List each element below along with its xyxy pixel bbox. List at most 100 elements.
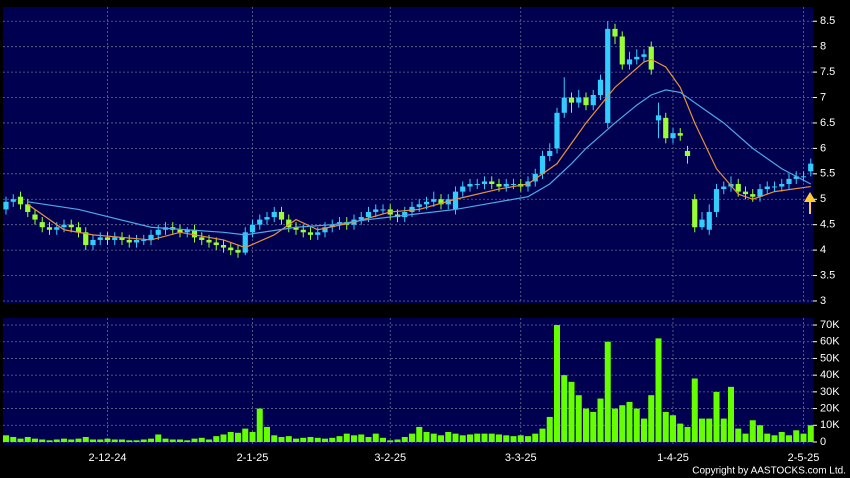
candle-body (692, 199, 698, 228)
candle-body (590, 94, 596, 106)
candle-body (126, 239, 132, 243)
candle-body (503, 183, 509, 187)
volume-bar (140, 439, 147, 442)
volume-bar (612, 408, 618, 442)
y-tick-label: 50K (820, 352, 840, 364)
volume-bar (655, 338, 662, 442)
volume-bar (409, 433, 415, 442)
y-tick-label: 60K (820, 336, 840, 348)
volume-bar (184, 440, 191, 442)
volume-bar (3, 435, 9, 442)
candle-body (329, 224, 335, 228)
volume-bar (17, 438, 24, 442)
x-tick-label: 2-5-25 (788, 452, 820, 464)
volume-bar (271, 435, 278, 442)
volume-bar (372, 433, 379, 442)
volume-bar (82, 436, 89, 442)
volume-bar (641, 418, 647, 442)
volume-bar (380, 437, 386, 442)
candle-body (373, 209, 379, 212)
volume-bar (32, 438, 38, 442)
candle-body (423, 201, 430, 205)
candle-body (452, 191, 459, 210)
volume-bar (749, 420, 756, 442)
volume-bar (387, 440, 394, 442)
volume-bar (46, 440, 53, 442)
volume-bar (155, 434, 162, 442)
volume-bar (554, 325, 560, 442)
volume-bar (293, 438, 299, 442)
y-tick-label: 7.5 (820, 66, 835, 78)
volume-bar (793, 430, 800, 442)
candle-body (605, 28, 611, 123)
volume-bar (532, 433, 539, 442)
candle-body (213, 242, 219, 246)
candle-body (539, 156, 546, 174)
volume-bar (90, 439, 96, 442)
volume-bar (597, 398, 604, 442)
candle-body (293, 227, 299, 230)
candle-body (90, 239, 96, 246)
volume-bar (394, 439, 401, 442)
candle-body (358, 217, 364, 220)
candle-body (119, 237, 125, 240)
candle-body (568, 97, 575, 103)
candle-body (409, 206, 415, 212)
candle-body (148, 234, 154, 240)
candle-body (75, 227, 82, 233)
volume-bar (670, 415, 676, 442)
volume-bar (561, 375, 568, 442)
volume-bar (61, 438, 67, 442)
candle-body (155, 229, 161, 235)
volume-bar (633, 408, 640, 442)
candle-body (242, 232, 248, 253)
candle-body (365, 211, 372, 218)
volume-bar (626, 401, 633, 442)
volume-bar (684, 426, 691, 442)
volume-bar (169, 439, 176, 442)
candle-body (271, 211, 277, 218)
volume-bar (111, 439, 118, 442)
candle-body (793, 176, 799, 179)
marker-arrow (804, 192, 816, 214)
candle-body (10, 199, 16, 202)
volume-bar (256, 408, 263, 442)
volume-bar (68, 439, 75, 442)
y-tick-label: 40K (820, 369, 840, 381)
candle-body (264, 217, 270, 220)
candle-body (307, 232, 314, 235)
candle-body (641, 54, 647, 57)
candle-body (257, 219, 263, 225)
plot-layer: 3 3.5 4 4.5 5 5.5 6 6.5 7 7.5 8 8.5 2-12-24 2-1-25 3-2… (3, 7, 840, 464)
candle-body (104, 237, 111, 240)
volume-bar (329, 437, 336, 442)
y-tick-label: 10K (820, 419, 840, 431)
candle-body (315, 232, 321, 235)
candle-body (416, 204, 422, 207)
candle-body (322, 227, 328, 233)
volume-bar (430, 433, 437, 442)
y-tick-label: 6.5 (820, 117, 835, 129)
candle-body (808, 163, 814, 172)
volume-bar (648, 395, 655, 442)
y-tick-label: 6 (820, 142, 826, 154)
candle-body (634, 56, 640, 60)
candle-body (54, 227, 60, 230)
volume-bar (764, 433, 771, 442)
candle-body (510, 183, 517, 185)
volume-bar (249, 431, 256, 442)
candle-body (764, 186, 770, 190)
volume-bar (619, 405, 626, 442)
volume-bar (10, 436, 17, 442)
volume-bar (285, 436, 292, 442)
x-tick-label: 1-4-25 (657, 452, 689, 464)
candle-body (206, 239, 212, 243)
candle-body (46, 227, 53, 230)
candle-body (750, 194, 756, 197)
candle-body (68, 224, 74, 228)
candle-body (300, 229, 306, 233)
volume-bar (235, 432, 241, 442)
volume-bar (735, 428, 742, 442)
volume-bar (24, 436, 31, 442)
